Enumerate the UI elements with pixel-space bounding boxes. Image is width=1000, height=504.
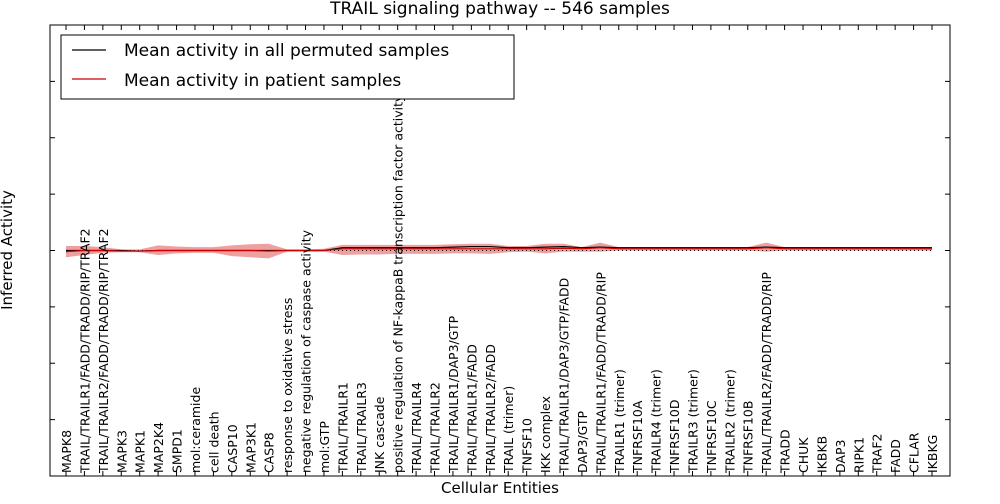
x-category-label: IKBKG [925, 435, 940, 473]
x-category-label: MAPK3 [114, 430, 129, 473]
x-category-label: TRAILR1 (trimer) [612, 369, 627, 474]
y-tick-label: −4 [22, 467, 44, 485]
x-category-label: TRAIL (trimer) [501, 386, 516, 474]
y-tick-label: −2 [22, 354, 44, 372]
x-category-label: TRAIL/TRAILR1/FADD/TRADD/RIP/TRAF2 [77, 228, 92, 474]
x-category-label: CFLAR [907, 432, 922, 473]
legend-box [60, 34, 515, 100]
legend: Mean activity in all permuted samples Me… [60, 34, 515, 100]
x-category-label: MAP3K1 [243, 422, 258, 473]
x-category-label: TRAIL/TRAILR2/FADD [483, 344, 498, 474]
x-category-label: CASP8 [262, 432, 277, 473]
x-category-label: IKK complex [538, 396, 553, 473]
x-category-label: TRAIL/TRAILR4 [409, 382, 424, 474]
x-category-label: DAP3/GTP [575, 410, 590, 473]
x-category-label: JNK cascade [372, 396, 387, 474]
y-tick-label: 3 [34, 72, 44, 90]
x-category-label: TRAIL/TRAILR2/FADD/TRADD/RIP/TRAF2 [96, 228, 111, 474]
x-category-label: TRAIL/TRAILR1/DAP3/GTP [446, 315, 461, 474]
y-tick-label: 2 [34, 129, 44, 147]
x-category-label: TRAILR2 (trimer) [722, 369, 737, 474]
y-tick-label: −3 [22, 411, 44, 429]
plot-frame [49, 24, 951, 477]
legend-label-patient: Mean activity in patient samples [124, 71, 401, 91]
x-category-label: TRAIL/TRAILR1/FADD [464, 344, 479, 474]
x-category-label: FADD [888, 439, 903, 473]
x-category-label: mol:ceramide [188, 387, 203, 473]
x-category-label: TRAIL/TRAILR1 [335, 382, 350, 474]
x-category-label: negative regulation of caspase activity [299, 229, 314, 473]
chart-title: TRAIL signaling pathway -- 546 samples [329, 0, 670, 19]
y-axis-label: Inferred Activity [0, 190, 16, 310]
x-category-label: TNFRSF10B [741, 401, 756, 474]
x-category-label: MAP2K4 [151, 422, 166, 473]
x-category-label: response to oxidative stress [280, 298, 295, 473]
x-category-label: TRAIL/TRAILR2 [428, 382, 443, 474]
x-category-label: TNFRSF10C [704, 400, 719, 474]
x-category-label: SMPD1 [170, 429, 185, 473]
x-category-label: TNFSF10 [520, 418, 535, 474]
x-category-label: IKBKB [814, 436, 829, 473]
x-category-label: cell death [206, 411, 221, 473]
x-axis-label: Cellular Entities [441, 479, 559, 497]
x-category-label: TRAIL/TRAILR1/FADD/TRADD/RIP [593, 272, 608, 474]
x-category-label: MAPK8 [59, 430, 74, 473]
x-category-label: TNFRSF10A [630, 400, 645, 474]
x-category-label: mol:GTP [317, 421, 332, 473]
x-category-label: CASP10 [225, 424, 240, 473]
y-tick-label: 0 [34, 242, 44, 260]
x-category-label: TRAILR4 (trimer) [649, 369, 664, 474]
y-tick-label: 4 [34, 16, 44, 34]
x-category-label: TNFRSF10D [667, 399, 682, 474]
x-category-label: DAP3 [833, 440, 848, 473]
x-category-label: TRADD [778, 429, 793, 474]
x-category-label: positive regulation of NF-kappaB transcr… [391, 94, 406, 473]
x-category-label: RIPK1 [851, 437, 866, 473]
patient-mean-line [65, 247, 932, 253]
x-category-label: TRAIL/TRAILR3 [354, 382, 369, 474]
y-tick-label: −1 [22, 298, 44, 316]
x-category-label: MAPK1 [133, 430, 148, 473]
legend-label-permuted: Mean activity in all permuted samples [124, 41, 449, 61]
x-category-label: TRAIL/TRAILR2/FADD/TRADD/RIP [759, 272, 774, 474]
x-category-label: TRAF2 [870, 433, 885, 474]
x-category-label: TRAILR3 (trimer) [685, 369, 700, 474]
x-category-label: CHUK [796, 437, 811, 473]
y-tick-label: 1 [34, 185, 44, 203]
x-category-label: TRAIL/TRAILR1/DAP3/GTP/FADD [556, 278, 571, 474]
